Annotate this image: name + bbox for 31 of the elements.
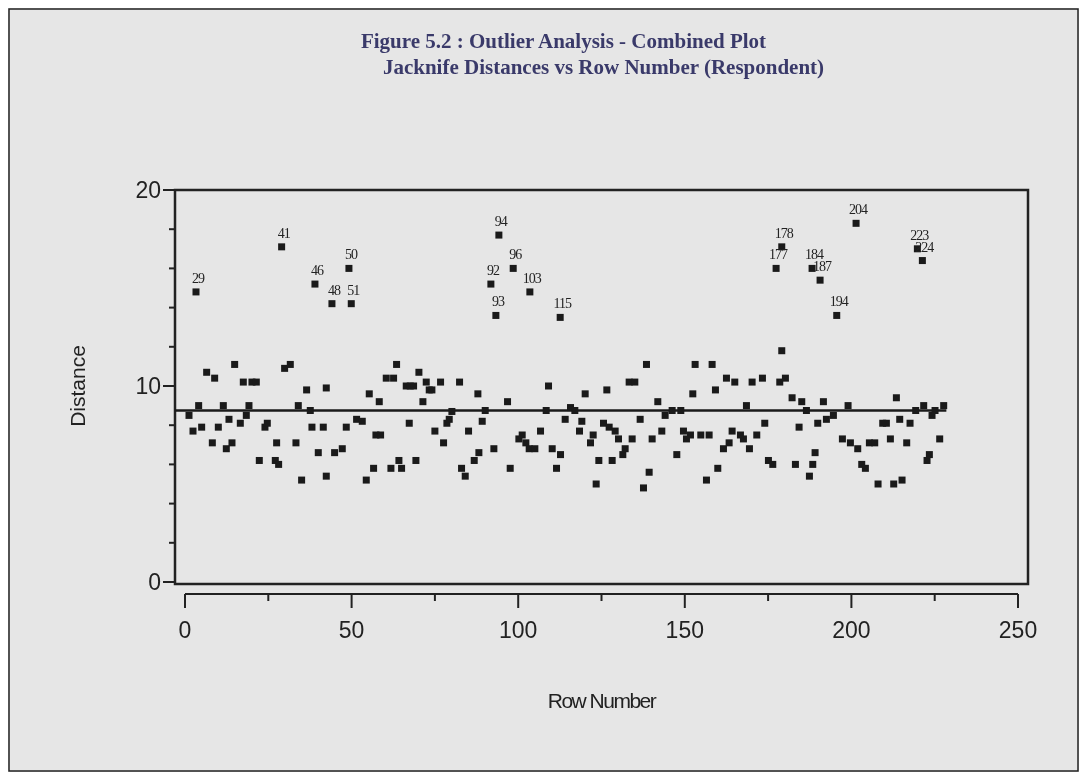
- annotation: 103: [522, 270, 542, 286]
- y-tick-label: 10: [135, 373, 161, 399]
- annotation: 48: [327, 282, 341, 298]
- annotation: 29: [192, 270, 205, 286]
- annotation: 177: [769, 247, 789, 263]
- y-axis-title: Distance: [66, 345, 89, 427]
- annotation: 50: [344, 247, 358, 263]
- annotation: 93: [491, 294, 505, 310]
- annotation: 204: [849, 202, 869, 218]
- x-tick-label: 250: [998, 617, 1038, 643]
- annotation: 92: [486, 263, 500, 279]
- annotation: 46: [310, 263, 324, 279]
- y-tick-label: 0: [148, 569, 161, 595]
- x-tick-label: 200: [832, 617, 871, 643]
- x-tick-label: 50: [338, 617, 365, 643]
- x-tick-label: 150: [665, 617, 704, 643]
- y-tick-label: 20: [135, 177, 161, 203]
- annotation: 178: [774, 225, 794, 241]
- x-tick-label: 100: [499, 617, 538, 643]
- x-axis-title: Row Number: [547, 689, 657, 712]
- x-tick-label: 0: [178, 617, 192, 643]
- annotation: 194: [829, 294, 849, 310]
- annotation: 51: [347, 282, 361, 298]
- annotation: 115: [553, 296, 572, 312]
- annotation: 187: [813, 259, 833, 275]
- annotation: 223: [910, 227, 930, 243]
- annotation: 41: [277, 225, 291, 241]
- annotation: 96: [509, 247, 523, 263]
- annotation: 94: [494, 214, 508, 230]
- chart-subtitle: Jacknife Distances vs Row Number (Respondent): [382, 55, 825, 79]
- chart-title: Figure 5.2 : Outlier Analysis - Combined Plot: [360, 29, 767, 53]
